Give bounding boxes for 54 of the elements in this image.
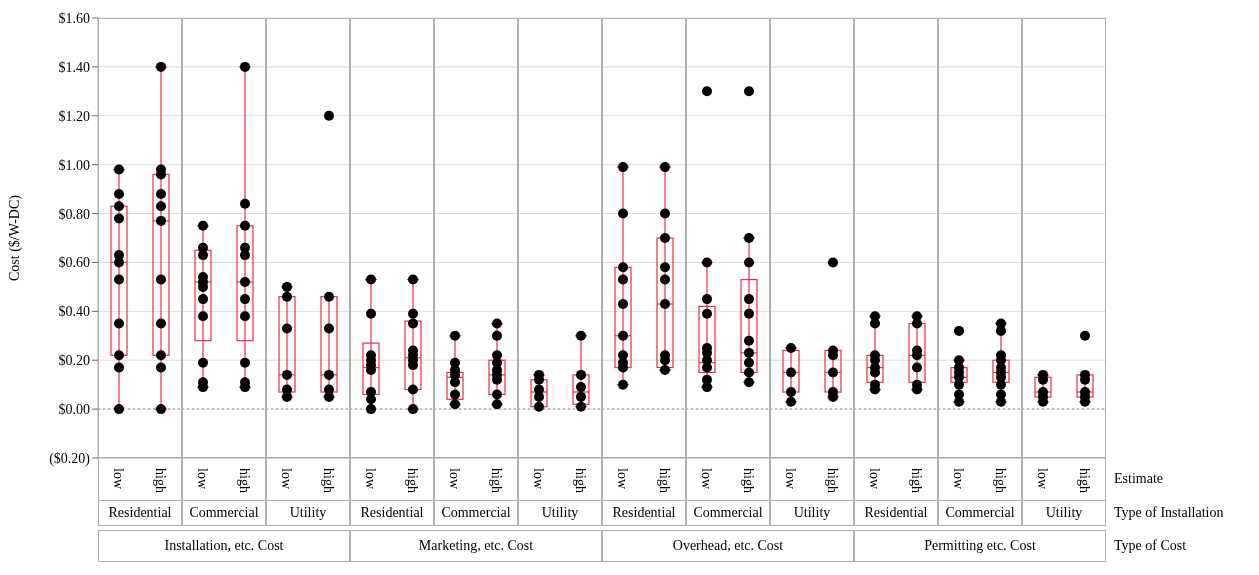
x-tick-label: high (405, 468, 421, 493)
x-tick-label: high (825, 468, 841, 493)
y-tick-label: $0.80 (58, 206, 90, 222)
x-axis-title: Residential (98, 500, 182, 526)
text: Installation, etc. Cost (98, 530, 350, 562)
y-tick-label: ($0.20) (49, 450, 91, 467)
x-axis-title: Commercial (938, 500, 1022, 526)
text: Marketing, etc. Cost (350, 530, 602, 562)
text: Estimate (1114, 470, 1163, 488)
x-tick-label: low (447, 468, 463, 490)
x-tick-label: high (909, 468, 925, 493)
x-tick-label: low (699, 468, 715, 490)
x-axis-title: Utility (266, 500, 350, 526)
text: Type of Installation (1114, 504, 1224, 522)
x-tick-label: high (741, 468, 757, 493)
x-tick-label: high (153, 468, 169, 493)
x-tick-label: high (321, 468, 337, 493)
x-tick-label: low (279, 468, 295, 490)
y-tick-label: $0.60 (58, 255, 90, 271)
x-axis-title: Residential (602, 500, 686, 526)
text: Overhead, etc. Cost (602, 530, 854, 562)
y-tick-label: $0.00 (58, 402, 90, 418)
text: Permitting etc. Cost (854, 530, 1106, 562)
y-tick-label: $1.60 (58, 10, 90, 26)
x-axis-title: Commercial (182, 500, 266, 526)
x-tick-label: high (1077, 468, 1093, 493)
x-tick-label: low (867, 468, 883, 490)
x-tick-label: high (993, 468, 1009, 493)
x-tick-label: high (237, 468, 253, 493)
y-tick-label: $0.20 (58, 353, 90, 369)
x-tick-label: low (363, 468, 379, 490)
x-axis-title: Utility (770, 500, 854, 526)
x-axis-title: Commercial (434, 500, 518, 526)
x-axis-title: Utility (1022, 500, 1106, 526)
y-tick-label: $1.20 (58, 108, 90, 124)
y-tick-label: $1.40 (58, 59, 90, 75)
y-tick-label: $1.00 (58, 157, 90, 173)
x-axis-title: Commercial (686, 500, 770, 526)
x-axis-title: Residential (854, 500, 938, 526)
x-tick-label: low (783, 468, 799, 490)
x-tick-label: high (657, 468, 673, 493)
x-tick-label: low (531, 468, 547, 490)
x-tick-label: low (1035, 468, 1051, 490)
x-tick-label: low (111, 468, 127, 490)
x-tick-label: high (489, 468, 505, 493)
x-axis-title: Utility (518, 500, 602, 526)
x-tick-label: low (951, 468, 967, 490)
y-axis-title: Cost ($/W-DC) (6, 194, 23, 281)
x-tick-label: low (615, 468, 631, 490)
x-axis-title: Residential (350, 500, 434, 526)
x-tick-label: low (195, 468, 211, 490)
x-tick-label: high (573, 468, 589, 493)
y-tick-label: $0.40 (58, 304, 90, 320)
text: Type of Cost (1114, 537, 1187, 555)
